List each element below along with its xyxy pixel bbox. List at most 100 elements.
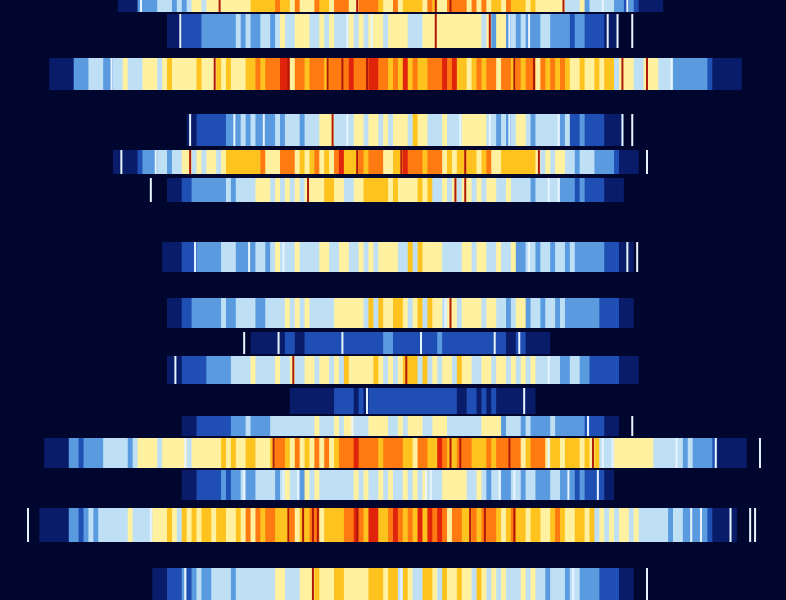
heatmap-cell [112, 58, 119, 90]
heatmap-cell [181, 416, 188, 436]
heatmap-cell [614, 568, 620, 600]
heatmap-cell [127, 150, 134, 174]
heatmap-cell [393, 150, 399, 174]
heatmap-cell [761, 58, 767, 90]
heatmap-cell [348, 178, 355, 202]
heatmap-cell [491, 508, 497, 542]
heatmap-cell [486, 332, 492, 354]
heatmap-cell [211, 114, 217, 146]
heatmap-cell [358, 470, 365, 500]
heatmap-cell [422, 150, 428, 174]
heatmap-cell [412, 150, 419, 174]
heatmap-cell [614, 242, 620, 272]
heatmap-cell [417, 58, 424, 90]
heatmap-cell [555, 298, 561, 328]
heatmap-cell [319, 150, 325, 174]
heatmap-cell [407, 150, 414, 174]
heatmap-cell [569, 58, 576, 90]
heatmap-cell [324, 356, 330, 384]
heatmap-stripe [292, 356, 295, 384]
heatmap-cell [550, 298, 556, 328]
heatmap-cell [520, 0, 527, 12]
heatmap-cell [427, 568, 433, 600]
heatmap-cell [550, 0, 556, 12]
heatmap-cell [589, 416, 596, 436]
heatmap-cell [270, 388, 276, 414]
heatmap-cell [653, 508, 659, 542]
heatmap-cell [510, 416, 517, 436]
heatmap-stripe [488, 114, 491, 146]
heatmap-cell [24, 438, 31, 468]
heatmap-cell [142, 0, 148, 12]
heatmap-cell [378, 150, 384, 174]
heatmap-cell [604, 178, 610, 202]
heatmap-cell [181, 298, 188, 328]
heatmap-cell [618, 298, 625, 328]
heatmap-stripe [302, 508, 305, 542]
heatmap-cell [167, 58, 173, 90]
heatmap-cell [270, 0, 276, 12]
heatmap-cell [319, 416, 325, 436]
heatmap-cell [49, 58, 55, 90]
heatmap-cell [275, 416, 281, 436]
heatmap-cell [260, 242, 266, 272]
heatmap-cell [407, 14, 414, 48]
heatmap-cell [275, 388, 281, 414]
heatmap-cell [461, 416, 468, 436]
heatmap-cell [221, 356, 227, 384]
heatmap-cell [206, 470, 212, 500]
heatmap-cell [289, 114, 296, 146]
heatmap-cell [191, 568, 198, 600]
heatmap-cell [353, 242, 360, 272]
heatmap-cell [525, 298, 532, 328]
heatmap-cell [211, 470, 217, 500]
heatmap-cell [510, 568, 517, 600]
heatmap-cell [319, 470, 325, 500]
heatmap-cell [378, 438, 384, 468]
heatmap-stripe [311, 508, 314, 542]
heatmap-cell [299, 114, 306, 146]
heatmap-cell [618, 14, 625, 48]
heatmap-cell [280, 14, 286, 48]
heatmap-cell [388, 178, 394, 202]
heatmap-cell [206, 0, 212, 12]
heatmap-cell [186, 356, 193, 384]
heatmap-cell [402, 416, 409, 436]
heatmap-cell [358, 298, 365, 328]
heatmap-cell [746, 438, 753, 468]
heatmap-cell [505, 0, 512, 12]
heatmap-cell [520, 242, 527, 272]
heatmap-cell [422, 0, 428, 12]
heatmap-cell [505, 58, 512, 90]
heatmap-cell [368, 242, 374, 272]
heatmap-cell [633, 470, 640, 500]
heatmap-cell [574, 150, 581, 174]
heatmap-stripe [572, 568, 575, 600]
heatmap-cell [201, 150, 207, 174]
heatmap-cell [427, 242, 433, 272]
heatmap-stripe [218, 0, 221, 12]
heatmap-cell [560, 470, 566, 500]
heatmap-cell [427, 14, 433, 48]
heatmap-cell [284, 150, 291, 174]
heatmap-cell [108, 438, 114, 468]
heatmap-cell [643, 242, 650, 272]
heatmap-cell [338, 0, 345, 12]
heatmap-cell [343, 58, 350, 90]
heatmap-cell [280, 298, 286, 328]
heatmap-cell [309, 242, 315, 272]
heatmap-cell [545, 14, 551, 48]
heatmap-cell [417, 178, 424, 202]
heatmap-cell [324, 242, 330, 272]
heatmap-cell [584, 568, 591, 600]
heatmap-stripe [277, 332, 280, 354]
heatmap-cell [515, 58, 522, 90]
heatmap-stripe [194, 242, 197, 272]
heatmap-cell [137, 438, 144, 468]
heatmap-cell [343, 438, 350, 468]
heatmap-cell [432, 58, 438, 90]
heatmap-cell [515, 114, 522, 146]
heatmap-cell [653, 438, 659, 468]
heatmap-stripe [120, 150, 123, 174]
heatmap-cell [540, 0, 546, 12]
